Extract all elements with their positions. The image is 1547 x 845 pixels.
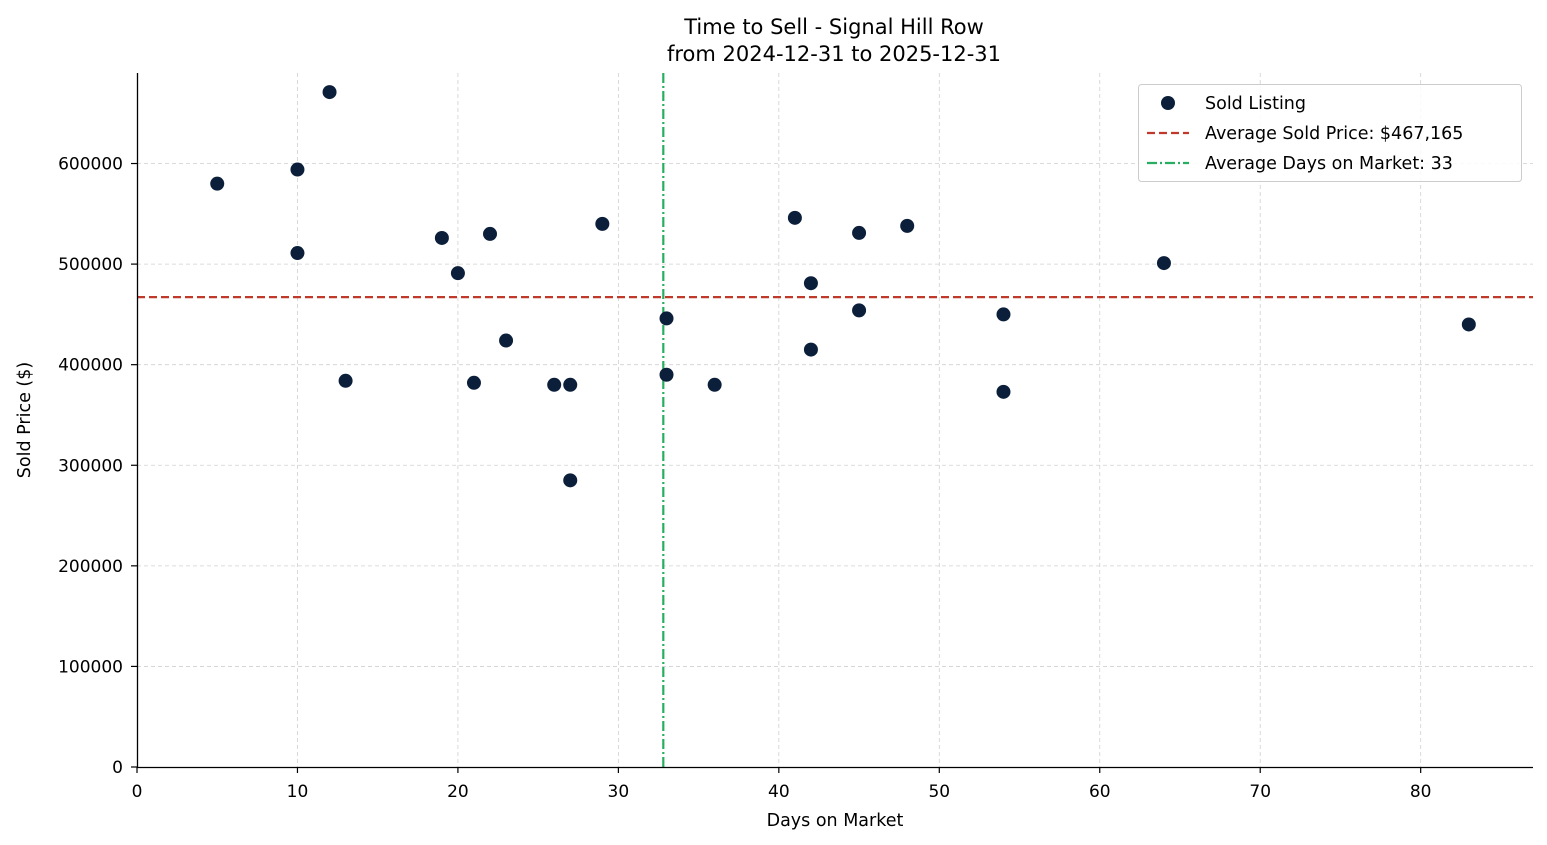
x-tick-label: 60	[1089, 782, 1111, 802]
data-point	[996, 307, 1011, 322]
x-axis-ticks: 0 10 20 30 40 50 60 70 80	[132, 767, 1432, 802]
x-tick-label: 70	[1249, 782, 1271, 802]
y-tick-label: 300000	[58, 456, 123, 476]
grid-lines	[137, 73, 1533, 767]
reference-lines	[137, 73, 1533, 767]
y-tick-label: 200000	[58, 557, 123, 577]
y-tick-label: 500000	[58, 255, 123, 275]
data-point	[659, 311, 674, 326]
x-tick-label: 20	[447, 782, 469, 802]
data-point	[563, 377, 578, 392]
legend-marker-sold-listing	[1161, 96, 1175, 110]
data-point	[338, 373, 353, 388]
data-point	[290, 246, 305, 261]
data-point	[466, 375, 481, 390]
y-axis-label: Sold Price ($)	[15, 362, 35, 478]
data-point	[210, 176, 225, 191]
chart-title: Time to Sell - Signal Hill Row	[683, 15, 984, 39]
y-tick-label: 400000	[58, 356, 123, 376]
data-point	[547, 377, 562, 392]
chart-subtitle: from 2024-12-31 to 2025-12-31	[667, 42, 1001, 66]
data-point	[483, 226, 498, 241]
x-tick-label: 0	[132, 782, 143, 802]
x-axis-label: Days on Market	[767, 811, 904, 831]
data-point	[1156, 256, 1171, 271]
x-tick-label: 50	[928, 782, 950, 802]
y-axis-ticks: 0 100000 200000 300000 400000 500000 600000	[58, 155, 137, 778]
data-point	[787, 210, 802, 225]
data-point	[563, 473, 578, 488]
data-point	[434, 230, 449, 245]
data-point	[595, 216, 610, 231]
y-tick-label: 600000	[58, 155, 123, 175]
data-point	[1461, 317, 1476, 332]
data-point	[659, 367, 674, 382]
data-point	[852, 303, 867, 318]
y-tick-label: 100000	[58, 657, 123, 677]
data-point	[803, 342, 818, 357]
legend-label-avg-days: Average Days on Market: 33	[1205, 154, 1453, 174]
data-point	[707, 377, 722, 392]
data-point	[803, 276, 818, 291]
legend-box	[1138, 84, 1522, 182]
data-point	[450, 266, 465, 281]
y-tick-label: 0	[112, 758, 123, 778]
x-tick-label: 10	[287, 782, 309, 802]
x-tick-label: 30	[608, 782, 630, 802]
data-point	[996, 384, 1011, 399]
data-point	[290, 162, 305, 177]
legend: Sold Listing Average Sold Price: $467,16…	[1138, 84, 1522, 182]
data-point	[322, 85, 337, 100]
x-tick-label: 80	[1410, 782, 1432, 802]
data-point	[499, 333, 514, 348]
data-point	[900, 218, 915, 233]
legend-label-avg-price: Average Sold Price: $467,165	[1205, 124, 1463, 144]
x-tick-label: 40	[768, 782, 790, 802]
legend-label-sold-listing: Sold Listing	[1205, 94, 1306, 114]
data-points	[210, 85, 1476, 488]
data-point	[852, 225, 867, 240]
